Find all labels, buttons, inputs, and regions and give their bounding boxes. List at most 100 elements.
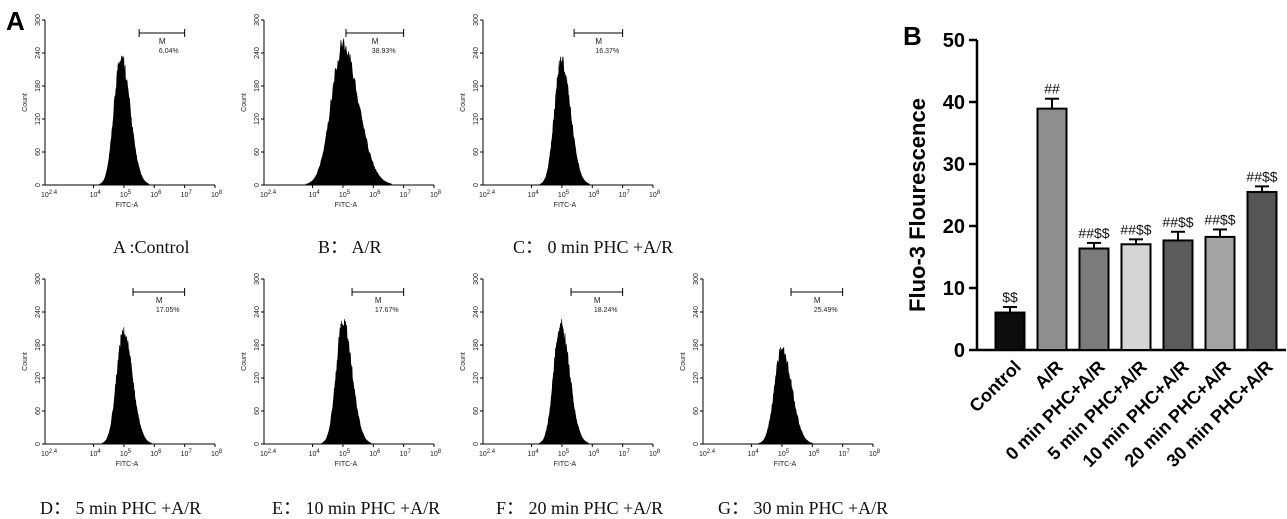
- histogram-caption: B： A/R: [318, 237, 382, 257]
- y-axis-title: Count: [460, 352, 467, 371]
- gate-label: M: [595, 37, 602, 46]
- bar: [1246, 190, 1278, 351]
- histogram-caption: A :Control: [113, 237, 190, 257]
- gate-label: M: [594, 296, 601, 305]
- y-tick-label: 60: [693, 407, 700, 415]
- histogram-distribution: [321, 319, 372, 445]
- y-tick-label: 240: [473, 306, 480, 318]
- y-tick-label: 300: [254, 14, 261, 26]
- bar: [1036, 107, 1068, 351]
- x-tick-label: 107: [619, 449, 631, 458]
- y-tick-label: 300: [35, 14, 42, 26]
- panel-a-label: A: [6, 6, 25, 36]
- y-tick-label: 0: [35, 442, 42, 446]
- y-tick-label: 300: [473, 14, 480, 26]
- y-tick-label: 180: [473, 339, 480, 351]
- histogram-caption: C： 0 min PHC +A/R: [513, 237, 673, 257]
- x-tick-label: 105: [558, 190, 570, 199]
- x-tick-label: 107: [839, 449, 851, 458]
- x-tick-label: 105: [120, 449, 132, 458]
- histogram-panel: 0 60 120 180 240 300 Count 102.4 104 105 106 107 108…: [680, 273, 881, 468]
- histogram-distribution: [758, 347, 813, 445]
- y-tick-label: 180: [693, 339, 700, 351]
- x-tick-label: 104: [309, 190, 321, 199]
- x-tick-label: 106: [150, 449, 162, 458]
- x-tick-label: 108: [649, 449, 661, 458]
- x-tick-label: 107: [400, 449, 412, 458]
- y-tick-label: 60: [473, 148, 480, 156]
- significance-label: ##$$: [1162, 214, 1193, 230]
- histogram-distribution: [99, 55, 150, 186]
- y-axis-title: Count: [241, 352, 248, 371]
- x-tick-label: 104: [748, 449, 760, 458]
- y-tick-label: 300: [473, 273, 480, 285]
- y-tick-label: 120: [254, 372, 261, 384]
- bar-axes: 0 10 20 30 40 50 Fluo-3 Flourescence: [905, 30, 1286, 362]
- histogram-panel: 0 60 120 180 240 300 Count 102.4 104 105 106 107 108…: [241, 14, 442, 209]
- x-tick-label: 105: [339, 449, 351, 458]
- y-tick-label: 0: [35, 183, 42, 187]
- y-tick-label: 240: [35, 306, 42, 318]
- histogram-distribution: [101, 327, 152, 445]
- x-axis-title: FITC-A: [116, 202, 139, 209]
- y-tick-label: 60: [35, 407, 42, 415]
- histogram-caption: G： 30 min PHC +A/R: [718, 498, 888, 518]
- y-tick-label: 240: [254, 306, 261, 318]
- y-axis-title: Count: [241, 93, 248, 112]
- significance-label: ##: [1044, 81, 1060, 97]
- x-tick-label: 108: [649, 190, 661, 199]
- gate-percent: 38.93%: [372, 48, 396, 55]
- x-tick-label: 105: [558, 449, 570, 458]
- x-tick-label: 104: [90, 449, 102, 458]
- gate-label: M: [814, 296, 821, 305]
- bar: [1162, 239, 1194, 351]
- x-tick-label: 106: [588, 190, 600, 199]
- x-tick-label: 104: [309, 449, 321, 458]
- x-tick-label: 108: [211, 449, 223, 458]
- x-tick-label: 102.4: [41, 449, 58, 458]
- y-tick-label: 240: [35, 47, 42, 59]
- y-tick-label: 60: [35, 148, 42, 156]
- y-tick-label: 0: [954, 340, 965, 362]
- gate-percent: 6.04%: [159, 48, 179, 55]
- x-tick-label: 102.4: [699, 449, 716, 458]
- y-tick-label: 180: [254, 339, 261, 351]
- bar: [1078, 247, 1110, 351]
- y-axis-title: Count: [22, 352, 29, 371]
- y-tick-label: 300: [35, 273, 42, 285]
- histogram-panel: 0 60 120 180 240 300 Count 102.4 104 105 106 107 108…: [241, 273, 442, 468]
- x-tick-label: 102.4: [479, 190, 496, 199]
- x-axis-title: FITC-A: [554, 461, 577, 468]
- y-tick-label: 180: [473, 80, 480, 92]
- y-tick-label: 60: [254, 407, 261, 415]
- x-tick-label: 102.4: [260, 449, 277, 458]
- y-tick-label: 0: [473, 183, 480, 187]
- x-tick-label: 104: [528, 449, 540, 458]
- y-axis-title: Fluo-3 Flourescence: [905, 98, 930, 312]
- x-tick-label: 107: [181, 449, 193, 458]
- histogram-distribution: [305, 38, 392, 186]
- x-tick-label: 104: [90, 190, 102, 199]
- x-tick-label: 106: [588, 449, 600, 458]
- y-tick-label: 10: [943, 278, 965, 300]
- histogram-panel: 0 60 120 180 240 300 Count 102.4 104 105 106 107 108…: [22, 273, 223, 468]
- x-tick-label: 107: [619, 190, 631, 199]
- gate-percent: 16.37%: [595, 48, 619, 55]
- significance-label: ##$$: [1246, 168, 1277, 184]
- x-tick-label: 102.4: [260, 190, 277, 199]
- y-tick-label: 0: [254, 183, 261, 187]
- gate-percent: 17.05%: [156, 307, 180, 314]
- x-tick-label: 106: [369, 449, 381, 458]
- x-tick-label: 105: [120, 190, 132, 199]
- y-tick-label: 240: [693, 306, 700, 318]
- x-tick-label: 106: [369, 190, 381, 199]
- significance-label: ##$$: [1120, 221, 1151, 237]
- y-tick-label: 120: [693, 372, 700, 384]
- y-tick-label: 240: [254, 47, 261, 59]
- gate-label: M: [375, 296, 382, 305]
- y-tick-label: 120: [254, 113, 261, 125]
- histogram-panel: 0 60 120 180 240 300 Count 102.4 104 105 106 107 108…: [460, 273, 661, 468]
- x-tick-label: 107: [400, 190, 412, 199]
- histogram-grid: 0 60 120 180 240 300 Count 102.4 104 105 106 107 108…: [22, 14, 888, 518]
